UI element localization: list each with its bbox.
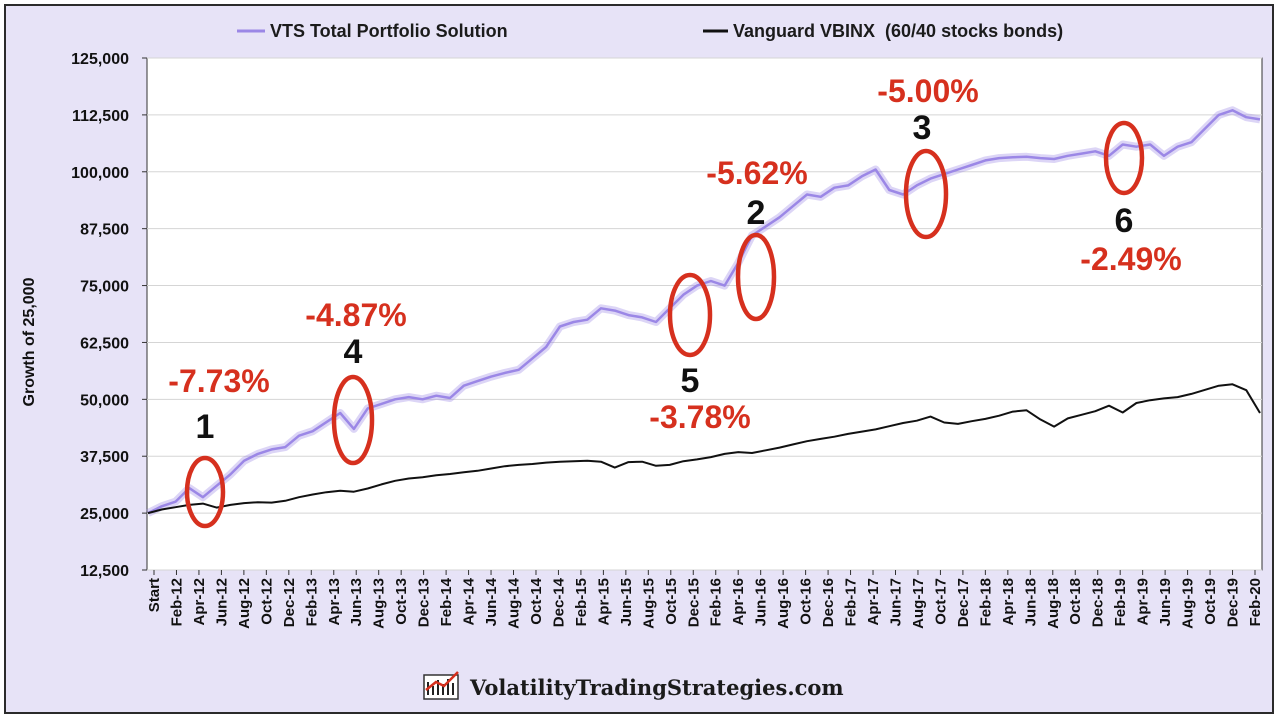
x-tick-label: Apr-15 [595,578,612,626]
x-tick-label: Dec-19 [1225,578,1242,627]
x-tick-label: Jun-18 [1022,578,1039,626]
footer-site-name: VolatilityTradingStrategies.com [469,675,844,700]
x-tick-label: Aug-18 [1045,578,1062,629]
drawdown-marker-4 [331,374,375,466]
x-tick-label: Oct-15 [663,578,680,625]
y-axis-label: Growth of 25,000 [21,277,38,406]
x-tick-label: Aug-12 [236,578,253,629]
drawdown-number-1: 1 [196,408,215,446]
drawdown-pct-5: -3.78% [649,399,750,435]
x-tick-label: Oct-18 [1067,578,1084,625]
y-tick-label: 25,000 [80,506,129,523]
x-tick-label: Oct-12 [258,578,275,625]
series-line-vbinx [147,383,1261,515]
x-tick-label: Apr-17 [865,578,882,626]
plot-area [146,57,1263,571]
drawdown-number-5: 5 [681,362,700,400]
x-tick-label: Feb-15 [573,578,590,626]
drawdown-annotations: 1 -7.73% 4-4.87% 5-3.78% 2-5.62% 3-5.00% 6-2.4… [168,73,1182,529]
x-tick-label: Start [146,578,163,612]
x-tick-label: Dec-13 [416,578,433,627]
x-tick-label: Aug-16 [775,578,792,629]
drawdown-number-4: 4 [344,333,363,371]
drawdown-marker-2 [735,232,777,322]
drawdown-number-2: 2 [747,194,766,232]
drawdown-number-3: 3 [913,109,932,147]
x-tick-label: Apr-12 [191,578,208,626]
footer: VolatilityTradingStrategies.com [423,671,844,700]
drawdown-pct-3: -5.00% [877,73,978,109]
x-tick-label: Apr-19 [1135,578,1152,626]
x-tick-label: Jun-15 [618,578,635,626]
drawdown-marker-1 [184,455,226,529]
y-tick-label: 50,000 [80,392,129,409]
drawdown-pct-1: -7.73% [168,363,269,399]
x-tick-label: Dec-15 [685,578,702,627]
y-tick-label: 125,000 [71,51,129,68]
x-tick-label: Jun-19 [1157,578,1174,626]
legend-label-vbinx: Vanguard VBINX (60/40 stocks bonds) [733,21,1063,41]
drawdown-pct-4: -4.87% [305,297,406,333]
x-tick-label: Jun-13 [348,578,365,626]
x-tick-label: Feb-13 [303,578,320,626]
x-tick-label: Apr-14 [461,577,478,625]
x-tick-label: Oct-19 [1202,578,1219,625]
x-tick-label: Jun-16 [753,578,770,626]
x-tick-label: Dec-12 [281,578,298,627]
x-tick-label: Oct-13 [393,578,410,625]
y-tick-label: 100,000 [71,165,129,182]
y-tick-label: 12,500 [80,563,129,580]
drawdown-pct-6: -2.49% [1080,241,1181,277]
legend: VTS Total Portfolio Solution Vanguard VB… [237,21,1063,41]
x-tick-label: Apr-13 [326,578,343,626]
x-tick-label: Aug-13 [371,578,388,629]
drawdown-number-6: 6 [1115,202,1134,240]
y-tick-label: 37,500 [80,449,129,466]
x-tick-label: Feb-16 [708,578,725,626]
drawdown-pct-2: -5.62% [706,155,807,191]
x-tick-label: Feb-17 [843,578,860,626]
x-tick-label: Aug-15 [640,578,657,629]
x-tick-label: Dec-17 [955,578,972,627]
x-tick-label: Oct-14 [528,577,545,624]
x-tick-label: Jun-17 [887,578,904,626]
y-tick-label: 62,500 [80,335,129,352]
x-tick-label: Dec-18 [1090,578,1107,627]
drawdown-marker-6 [1103,120,1145,196]
x-tick-label: Dec-16 [820,578,837,627]
gridlines [147,57,1262,571]
y-tick-label: 87,500 [80,222,129,239]
x-tick-label: Apr-16 [730,578,747,626]
legend-label-vts: VTS Total Portfolio Solution [270,21,508,41]
x-tick-label: Oct-17 [932,578,949,625]
y-tick-label: 75,000 [80,279,129,296]
x-tick-label: Jun-12 [213,578,230,626]
y-tick-label: 112,500 [72,108,129,125]
x-tick-label: Aug-19 [1180,578,1197,629]
x-tick-label: Feb-14 [438,577,455,626]
x-tick-label: Aug-17 [910,578,927,629]
x-tick-label: Feb-18 [977,578,994,626]
x-tick-label: Feb-20 [1247,578,1264,626]
y-axis-ticks: 125,000 112,500 100,000 87,500 75,000 62,500 5… [71,51,147,580]
x-tick-label: Feb-19 [1112,578,1129,626]
x-tick-label: Oct-16 [798,578,815,625]
x-tick-label: Apr-18 [1000,578,1017,626]
x-tick-label: Dec-14 [550,577,567,627]
drawdown-marker-5 [667,272,713,358]
chart-logo-icon [423,671,459,700]
x-tick-label: Aug-14 [506,577,523,628]
x-tick-label: Jun-14 [483,577,500,626]
x-axis-ticks: Start Feb-12 Apr-12 Jun-12 Aug-12 Oct-12 Dec-1… [146,570,1264,629]
drawdown-marker-3 [903,148,949,240]
x-tick-label: Feb-12 [168,578,185,626]
